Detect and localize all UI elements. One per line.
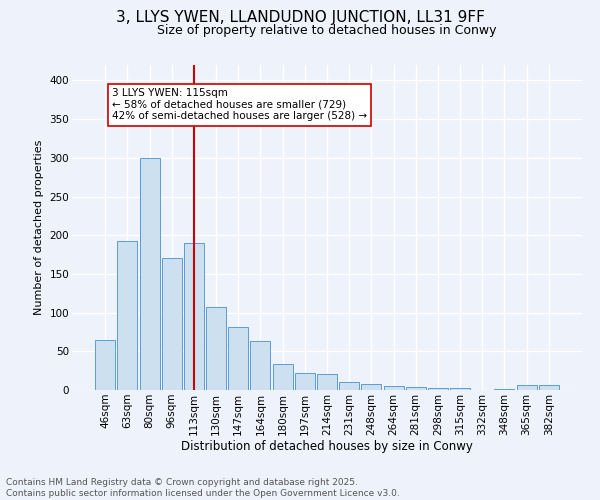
Bar bbox=[118, 240, 137, 390]
Bar bbox=[272, 364, 293, 390]
X-axis label: Distribution of detached houses by size in Conwy: Distribution of detached houses by size … bbox=[181, 440, 473, 454]
Bar bbox=[450, 388, 470, 390]
Title: Size of property relative to detached houses in Conwy: Size of property relative to detached ho… bbox=[157, 24, 497, 38]
Bar bbox=[184, 243, 204, 390]
Bar bbox=[95, 340, 115, 390]
Text: 3 LLYS YWEN: 115sqm
← 58% of detached houses are smaller (729)
42% of semi-detac: 3 LLYS YWEN: 115sqm ← 58% of detached ho… bbox=[112, 88, 367, 122]
Bar bbox=[361, 384, 382, 390]
Bar bbox=[428, 388, 448, 390]
Bar bbox=[250, 341, 271, 390]
Bar bbox=[494, 389, 514, 390]
Bar bbox=[295, 373, 315, 390]
Bar bbox=[517, 384, 536, 390]
Bar bbox=[140, 158, 160, 390]
Bar bbox=[317, 374, 337, 390]
Text: Contains HM Land Registry data © Crown copyright and database right 2025.
Contai: Contains HM Land Registry data © Crown c… bbox=[6, 478, 400, 498]
Bar bbox=[383, 386, 404, 390]
Bar bbox=[539, 386, 559, 390]
Bar bbox=[339, 382, 359, 390]
Bar bbox=[162, 258, 182, 390]
Bar bbox=[206, 307, 226, 390]
Text: 3, LLYS YWEN, LLANDUDNO JUNCTION, LL31 9FF: 3, LLYS YWEN, LLANDUDNO JUNCTION, LL31 9… bbox=[116, 10, 484, 25]
Y-axis label: Number of detached properties: Number of detached properties bbox=[34, 140, 44, 315]
Bar bbox=[228, 326, 248, 390]
Bar bbox=[406, 387, 426, 390]
